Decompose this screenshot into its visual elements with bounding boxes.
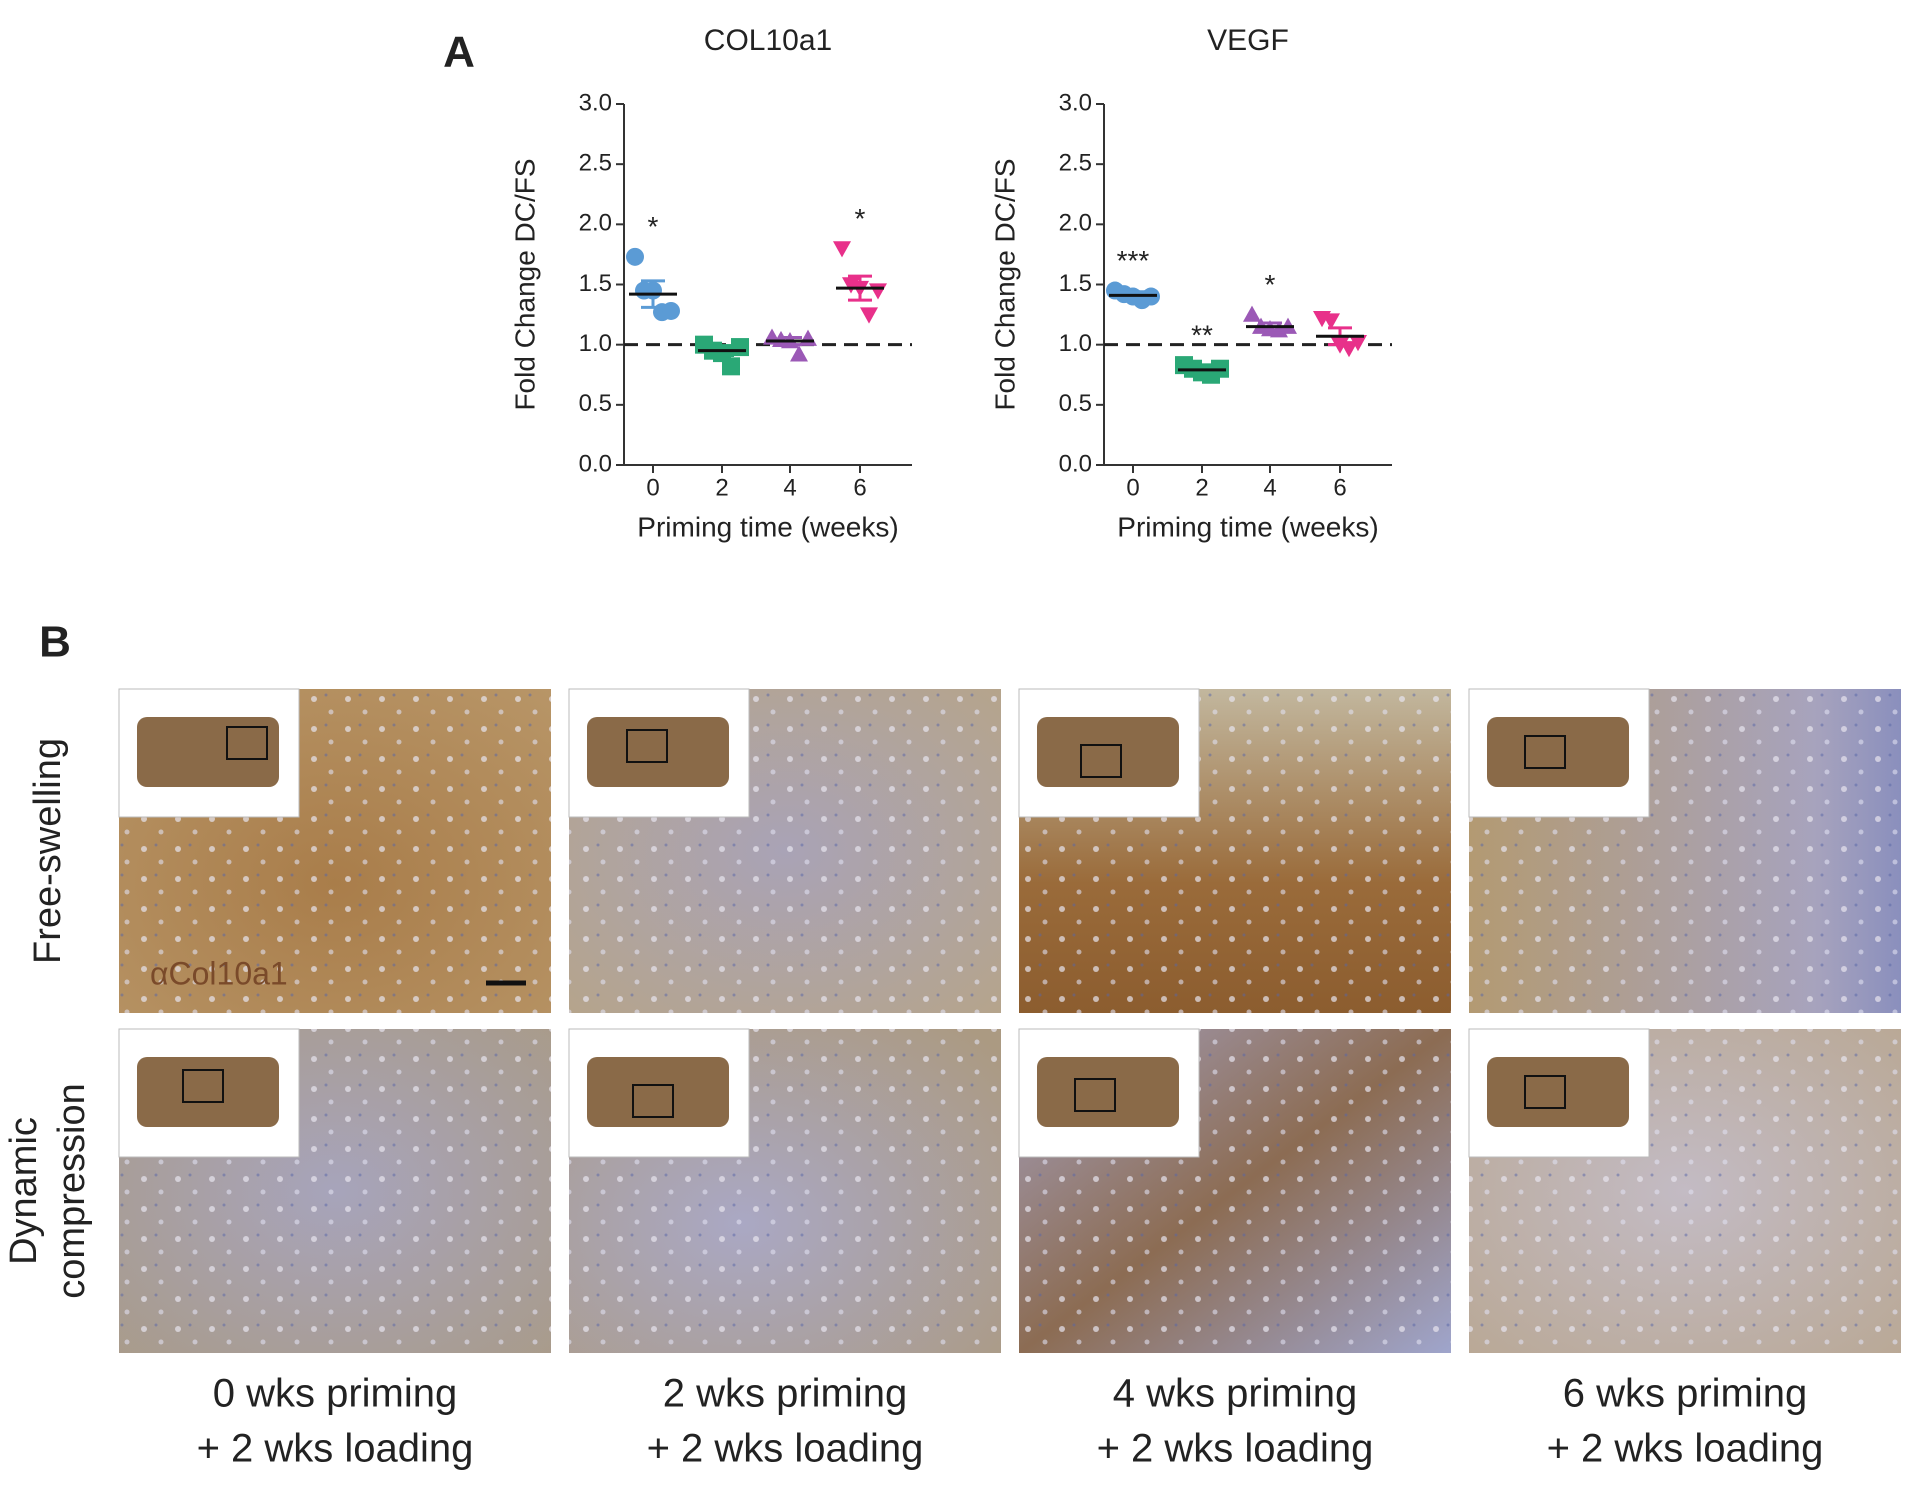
y-tick-label: 2.5 xyxy=(1059,150,1092,177)
x-tick-label: 0 xyxy=(646,474,659,501)
data-point xyxy=(833,241,851,258)
x-tick-label: 4 xyxy=(1263,474,1276,501)
x-axis-title: Priming time (weeks) xyxy=(637,511,898,542)
inset-roi xyxy=(632,1084,674,1118)
column-label: 2 wks priming xyxy=(663,1372,908,1416)
significance: * xyxy=(648,211,659,242)
panel-label: B xyxy=(39,618,71,667)
data-point xyxy=(722,357,740,376)
data-point xyxy=(790,345,808,362)
column-label: + 2 wks loading xyxy=(1097,1427,1374,1471)
panel-label: A xyxy=(443,28,475,77)
x-tick-label: 2 xyxy=(1195,474,1208,501)
y-axis-title: Fold Change DC/FS xyxy=(989,158,1020,410)
y-axis-title: Fold Change DC/FS xyxy=(509,158,540,410)
x-tick-label: 0 xyxy=(1126,474,1139,501)
y-tick-label: 3.0 xyxy=(1059,89,1092,116)
row-label: Free-swelling xyxy=(27,738,69,964)
y-tick-label: 2.0 xyxy=(579,210,612,237)
y-tick-label: 0.0 xyxy=(1059,450,1092,477)
inset-roi xyxy=(626,729,668,763)
row-label: Dynamic xyxy=(3,1117,45,1265)
y-tick-label: 1.0 xyxy=(579,330,612,357)
significance: ** xyxy=(1191,320,1213,351)
column-label: 4 wks priming xyxy=(1113,1372,1358,1416)
column-label: + 2 wks loading xyxy=(647,1427,924,1471)
inset-roi xyxy=(182,1069,224,1103)
significance: * xyxy=(1265,269,1276,300)
column-label: + 2 wks loading xyxy=(197,1427,474,1471)
data-point xyxy=(662,301,680,320)
inset-tissue xyxy=(137,717,279,787)
y-tick-label: 1.5 xyxy=(579,270,612,297)
column-label: 6 wks priming xyxy=(1563,1372,1808,1416)
data-point xyxy=(1322,313,1340,330)
inset-tissue xyxy=(1037,1057,1179,1127)
y-tick-label: 1.0 xyxy=(1059,330,1092,357)
inset-roi xyxy=(1074,1078,1116,1112)
x-tick-label: 4 xyxy=(783,474,796,501)
inset-tissue xyxy=(587,717,729,787)
x-tick-label: 6 xyxy=(1333,474,1346,501)
inset-tissue xyxy=(1487,717,1629,787)
x-axis-title: Priming time (weeks) xyxy=(1117,511,1378,542)
y-tick-label: 1.5 xyxy=(1059,270,1092,297)
inset-roi xyxy=(226,726,268,760)
data-point xyxy=(1243,305,1261,322)
data-point xyxy=(860,307,878,324)
column-label: + 2 wks loading xyxy=(1547,1427,1824,1471)
row-label: compression xyxy=(51,1083,93,1298)
y-tick-label: 3.0 xyxy=(579,89,612,116)
data-point xyxy=(1349,335,1367,352)
y-tick-label: 0.5 xyxy=(1059,390,1092,417)
inset-tissue xyxy=(1487,1057,1629,1127)
significance: * xyxy=(855,203,866,234)
inset-tissue xyxy=(137,1057,279,1127)
data-point xyxy=(626,247,644,266)
y-tick-label: 0.5 xyxy=(579,390,612,417)
inset-roi xyxy=(1524,1075,1566,1109)
inset-tissue xyxy=(1037,717,1179,787)
y-tick-label: 2.0 xyxy=(1059,210,1092,237)
inset-roi xyxy=(1524,735,1566,769)
y-tick-label: 0.0 xyxy=(579,450,612,477)
inset-roi xyxy=(1080,744,1122,778)
chart-title: VEGF xyxy=(1207,24,1289,57)
x-tick-label: 2 xyxy=(715,474,728,501)
inset-tissue xyxy=(587,1057,729,1127)
column-label: 0 wks priming xyxy=(213,1372,458,1416)
data-point xyxy=(869,283,887,300)
x-tick-label: 6 xyxy=(853,474,866,501)
y-tick-label: 2.5 xyxy=(579,150,612,177)
stain-label: αCol10a1 xyxy=(150,955,288,991)
chart-title: COL10a1 xyxy=(704,24,832,57)
significance: *** xyxy=(1117,245,1150,276)
